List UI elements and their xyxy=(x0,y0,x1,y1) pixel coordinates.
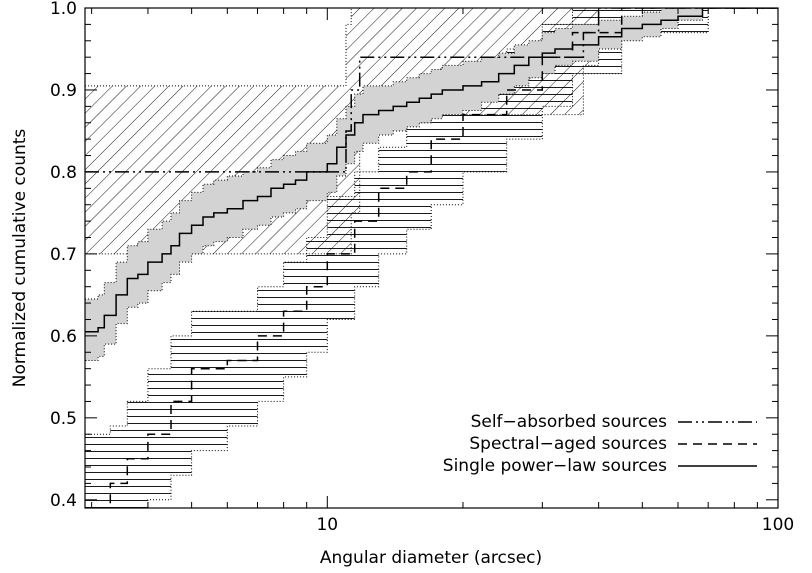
series-line-dash-dot-dot xyxy=(85,8,778,173)
y-axis-label: Normalized cumulative counts xyxy=(10,129,30,388)
x-axis-label: Angular diameter (arcsec) xyxy=(320,548,542,568)
y-tick-label: 0.5 xyxy=(50,409,77,429)
x-tick-label: 10 xyxy=(316,515,338,535)
plot-frame xyxy=(84,7,779,509)
y-tick-label: 0.8 xyxy=(50,163,77,183)
series-lines xyxy=(85,8,778,508)
series-line-solid xyxy=(85,8,778,333)
y-axis: 0.4 0.5 0.6 0.7 0.8 0.9 1.0 xyxy=(50,0,778,511)
x-axis: 10 100 xyxy=(91,8,794,535)
legend-label: Spectral−aged sources xyxy=(469,434,667,454)
band-dashed xyxy=(85,8,778,508)
y-tick-label: 0.4 xyxy=(50,491,77,511)
legend-label: Self−absorbed sources xyxy=(471,412,668,432)
y-tick-label: 0.6 xyxy=(50,327,77,347)
y-tick-label: 0.9 xyxy=(50,81,77,101)
x-tick-label: 100 xyxy=(762,515,794,535)
band-solid xyxy=(85,8,778,361)
y-tick-label: 1.0 xyxy=(50,0,77,19)
confidence-bands xyxy=(85,8,778,508)
legend-label: Single power−law sources xyxy=(443,456,667,476)
y-tick-label: 0.7 xyxy=(50,245,77,265)
series-line-dashed xyxy=(85,8,778,508)
